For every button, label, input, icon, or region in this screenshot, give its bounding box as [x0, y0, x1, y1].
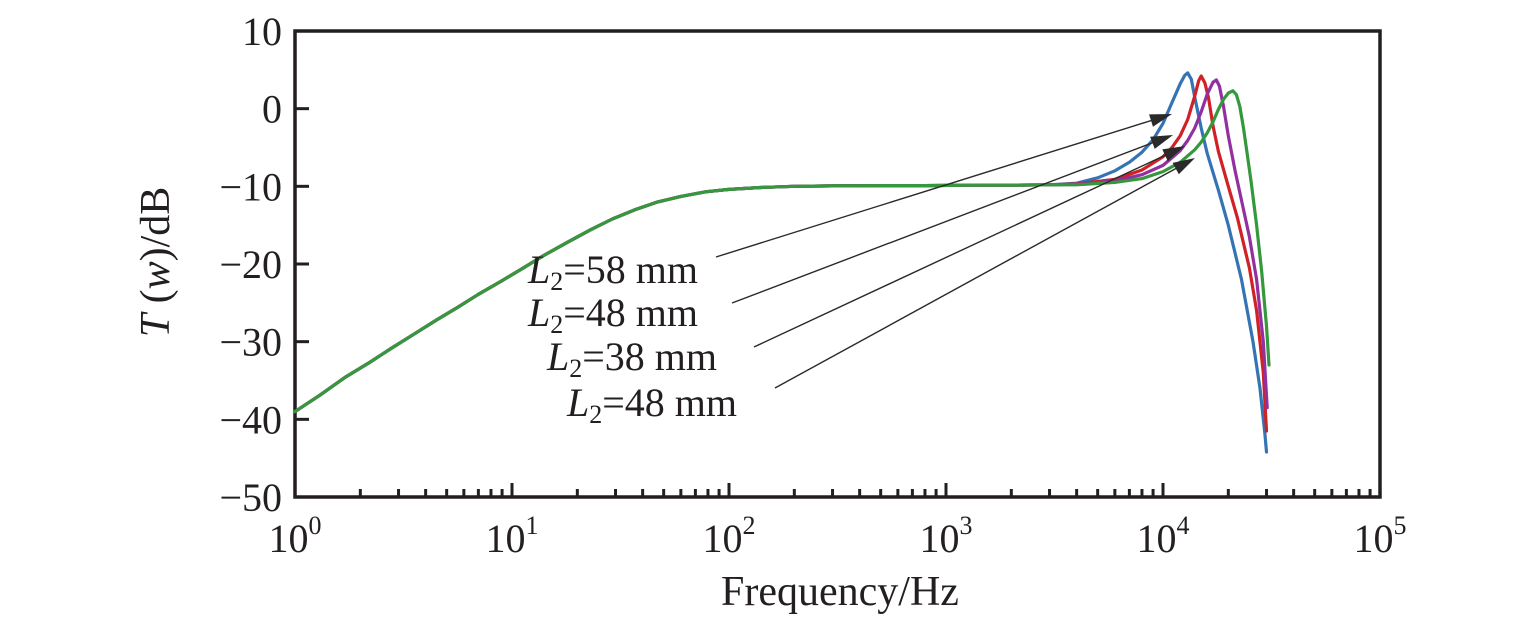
annotation-arrow-line-1: [731, 140, 1157, 304]
plot-frame: [293, 29, 1382, 499]
x-axis-title: Frequency/Hz: [721, 569, 959, 615]
annotation-arrowhead-1: [1150, 135, 1173, 149]
plot-border: [293, 29, 1382, 499]
annotation-arrow-line-3: [774, 165, 1180, 389]
annotation-arrow-line-0: [715, 118, 1156, 258]
y-tick-label--30: −30: [219, 320, 282, 365]
y-title-argument: w: [133, 261, 179, 290]
x-tick-label-1e2: 102: [703, 511, 756, 561]
y-tick-label--10: −10: [219, 164, 282, 209]
x-tick-label-1e3: 103: [920, 511, 973, 561]
x-tick-label-1e4: 104: [1137, 511, 1190, 561]
y-title-unit: )/dB: [133, 186, 179, 262]
y-tick-label-10: 10: [242, 9, 282, 54]
annotation-arrows: [715, 114, 1195, 389]
y-tick-label--50: −50: [219, 475, 282, 520]
annotation-arrow-line-2: [753, 152, 1170, 348]
y-tick-label-0: 0: [262, 87, 282, 132]
x-tick-label-1e5: 105: [1354, 511, 1407, 561]
x-tick-label-1e0: 100: [269, 511, 322, 561]
annotation-label-1: L2=48 mm: [528, 290, 699, 339]
annotation-arrowhead-0: [1149, 114, 1172, 127]
y-tick-label--20: −20: [219, 242, 282, 287]
annotation-label-3: L2=48 mm: [567, 380, 738, 429]
series-lines: [293, 71, 1271, 454]
annotation-label-0: L2=58 mm: [528, 247, 699, 296]
x-tick-label-1e1: 101: [486, 511, 539, 561]
annotation-label-2: L2=38 mm: [547, 334, 718, 383]
y-axis-title: T (w)/dB: [132, 102, 179, 422]
axis-ticks: [293, 29, 1382, 499]
y-title-variable: T: [133, 313, 179, 338]
annotation-arrowhead-2: [1162, 146, 1185, 162]
series-line-1: [293, 74, 1269, 433]
annotation-arrowhead-3: [1172, 158, 1195, 175]
y-tick-label--40: −40: [219, 397, 282, 442]
series-line-3: [293, 89, 1271, 414]
y-title-separator: (: [133, 289, 179, 314]
